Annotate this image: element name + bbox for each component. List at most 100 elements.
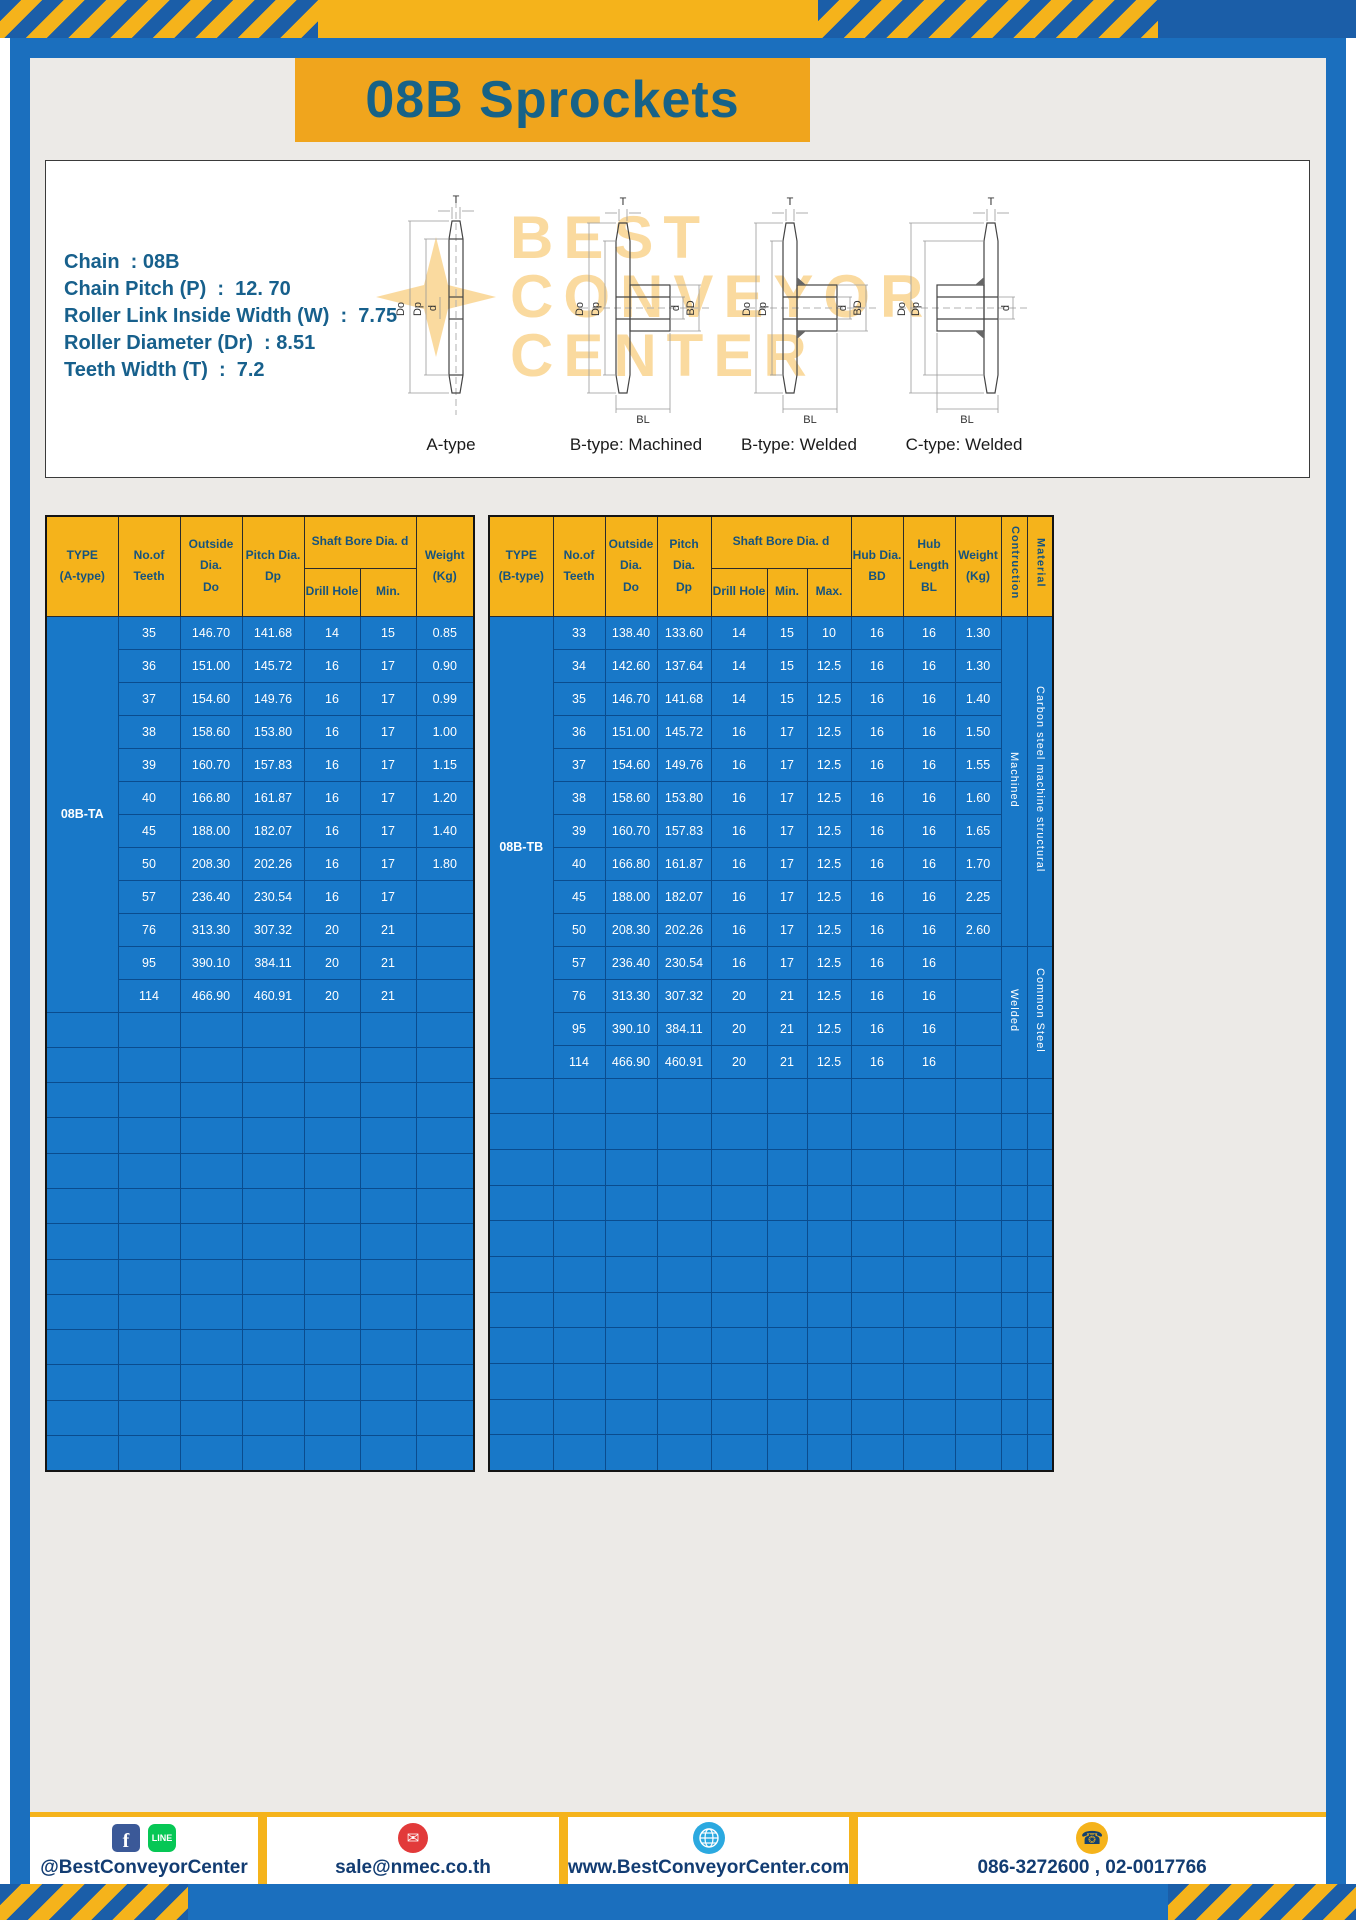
empty-cell [488,1077,554,1115]
dp-cell: 161.87 [656,846,712,881]
header-pitch-dia: Pitch Dia. Dp [656,515,712,617]
empty-cell [850,1255,904,1293]
empty-cell [415,1435,475,1472]
empty-cell [766,1184,808,1222]
min-cell: 17 [359,780,417,815]
empty-cell [359,1117,417,1154]
empty-cell [359,1082,417,1119]
drill-cell: 14 [710,648,768,683]
empty-cell [179,1082,243,1119]
min-cell: 17 [766,747,808,782]
empty-cell [241,1117,305,1154]
line-glyph: LINE [151,1833,173,1843]
empty-cell [1026,1363,1054,1400]
empty-cell [1000,1434,1028,1472]
bl-cell: 16 [902,714,956,749]
min-cell: 17 [359,681,417,716]
max-cell: 12.5 [806,1011,852,1046]
empty-cell [710,1077,768,1115]
teeth-cell: 76 [552,978,606,1013]
empty-cell [359,1011,417,1048]
min-cell: 17 [766,912,808,947]
bd-cell: 16 [850,1011,904,1046]
drill-cell: 16 [710,747,768,782]
empty-cell [710,1363,768,1400]
empty-row [45,1329,475,1366]
empty-cell [117,1293,181,1331]
do-cell: 151.00 [179,648,243,683]
dp-cell: 202.26 [656,912,712,947]
header-shaft-bore: Shaft Bore Dia. d [710,515,852,569]
empty-cell [45,1329,119,1366]
svg-text:T: T [453,194,460,206]
empty-cell [552,1113,606,1150]
dp-cell: 230.54 [241,879,305,914]
empty-cell [902,1220,956,1257]
min-cell: 17 [766,879,808,914]
do-cell: 158.60 [179,714,243,749]
email-text: sale@nmec.co.th [335,1857,491,1878]
teeth-cell: 35 [552,681,606,716]
header-outside-dia: Outside Dia. Do [604,515,658,617]
empty-row [488,1184,1054,1222]
bd-cell: 16 [850,681,904,716]
do-cell: 158.60 [604,780,658,815]
line-icon: LINE [148,1824,176,1852]
empty-cell [902,1327,956,1364]
empty-cell [604,1398,658,1436]
empty-row [45,1399,475,1437]
empty-cell [850,1148,904,1186]
empty-cell [1026,1220,1054,1257]
website-text: www.BestConveyorCenter.com [568,1857,850,1878]
construction-cell-label: Machined [1008,751,1020,808]
dp-cell: 157.83 [241,747,305,782]
empty-cell [954,1113,1002,1150]
table-row: 45 188.00 182.07 16 17 1.40 [46,813,475,848]
empty-cell [415,1223,475,1260]
empty-cell [488,1291,554,1329]
min-cell: 21 [359,945,417,980]
empty-cell [902,1077,956,1115]
bd-cell: 16 [850,813,904,848]
drill-cell: 20 [303,945,361,980]
empty-cell [656,1220,712,1257]
weight-cell [954,1011,1002,1046]
empty-cell [902,1291,956,1329]
empty-cell [179,1258,243,1295]
teeth-cell: 50 [117,846,181,881]
teeth-cell: 40 [552,846,606,881]
empty-cell [241,1223,305,1260]
drill-cell: 16 [710,846,768,881]
sprocket-b-machined-drawing: T Do Dp d BD BL [574,196,711,426]
teeth-cell: 37 [117,681,181,716]
drill-cell: 16 [710,879,768,914]
bl-cell: 16 [902,945,956,980]
dp-cell: 145.72 [656,714,712,749]
empty-cell [806,1220,852,1257]
min-cell: 17 [359,747,417,782]
bd-cell: 16 [850,912,904,947]
empty-row [488,1113,1054,1150]
svg-text:BD: BD [685,300,697,315]
table-row: 38 158.60 153.80 16 17 1.00 [46,714,475,749]
sprocket-c-welded-drawing: T Do Dp d BL [896,196,1029,426]
type-cell: 08B-TA [45,615,119,1013]
empty-cell [604,1148,658,1186]
watermark-star-icon [376,237,496,358]
table-row: 36 151.00 145.72 16 17 0.90 [46,648,475,683]
empty-cell [359,1399,417,1437]
weight-cell: 1.40 [954,681,1002,716]
weight-cell: 1.80 [415,846,475,881]
empty-cell [604,1291,658,1329]
empty-cell [806,1113,852,1150]
header-hub-length: Hub Length BL [902,515,956,617]
empty-cell [359,1258,417,1295]
type-cell: 08B-TB [488,615,554,1079]
empty-cell [1000,1255,1028,1293]
weight-cell [415,945,475,980]
empty-cell [241,1364,305,1401]
empty-cell [710,1291,768,1329]
weight-cell [954,1044,1002,1079]
empty-cell [359,1187,417,1225]
empty-cell [902,1434,956,1472]
